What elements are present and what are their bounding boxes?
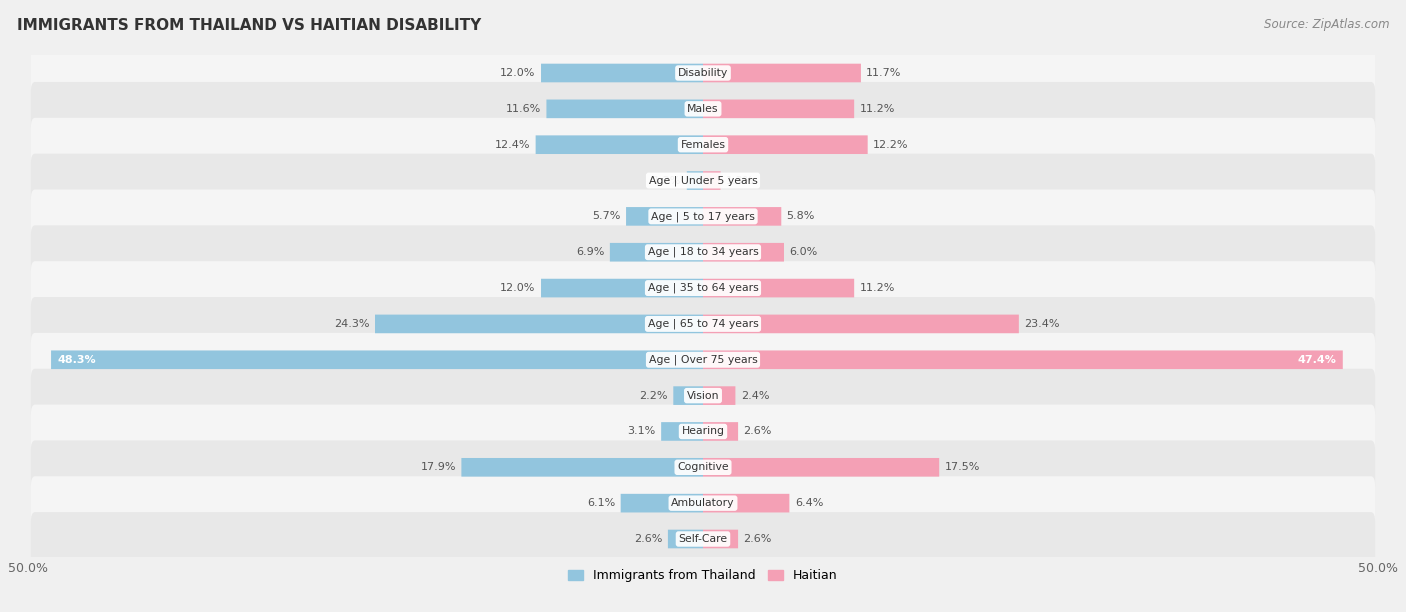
Text: Age | Over 75 years: Age | Over 75 years — [648, 354, 758, 365]
FancyBboxPatch shape — [703, 171, 720, 190]
FancyBboxPatch shape — [626, 207, 703, 226]
Legend: Immigrants from Thailand, Haitian: Immigrants from Thailand, Haitian — [564, 565, 842, 586]
FancyBboxPatch shape — [661, 422, 703, 441]
FancyBboxPatch shape — [620, 494, 703, 512]
Text: 24.3%: 24.3% — [335, 319, 370, 329]
Text: 2.6%: 2.6% — [634, 534, 662, 544]
Text: 2.6%: 2.6% — [744, 427, 772, 436]
FancyBboxPatch shape — [31, 441, 1375, 494]
Text: 5.7%: 5.7% — [592, 211, 620, 222]
FancyBboxPatch shape — [31, 297, 1375, 351]
Text: 48.3%: 48.3% — [58, 355, 97, 365]
Text: 12.0%: 12.0% — [501, 68, 536, 78]
Text: 12.4%: 12.4% — [495, 140, 530, 150]
FancyBboxPatch shape — [610, 243, 703, 261]
Text: 6.1%: 6.1% — [588, 498, 616, 508]
Text: 17.5%: 17.5% — [945, 462, 980, 472]
Text: IMMIGRANTS FROM THAILAND VS HAITIAN DISABILITY: IMMIGRANTS FROM THAILAND VS HAITIAN DISA… — [17, 18, 481, 34]
Text: Vision: Vision — [686, 390, 720, 401]
Text: 2.2%: 2.2% — [640, 390, 668, 401]
Text: 6.4%: 6.4% — [794, 498, 823, 508]
FancyBboxPatch shape — [703, 351, 1343, 369]
Text: Age | 65 to 74 years: Age | 65 to 74 years — [648, 319, 758, 329]
FancyBboxPatch shape — [31, 261, 1375, 315]
FancyBboxPatch shape — [703, 494, 789, 512]
FancyBboxPatch shape — [541, 278, 703, 297]
FancyBboxPatch shape — [31, 333, 1375, 387]
Text: 3.1%: 3.1% — [627, 427, 655, 436]
FancyBboxPatch shape — [703, 135, 868, 154]
Text: 1.2%: 1.2% — [652, 176, 682, 185]
FancyBboxPatch shape — [673, 386, 703, 405]
FancyBboxPatch shape — [31, 82, 1375, 136]
FancyBboxPatch shape — [703, 529, 738, 548]
FancyBboxPatch shape — [31, 476, 1375, 530]
Text: 11.6%: 11.6% — [506, 104, 541, 114]
FancyBboxPatch shape — [703, 64, 860, 83]
FancyBboxPatch shape — [536, 135, 703, 154]
Text: Age | 5 to 17 years: Age | 5 to 17 years — [651, 211, 755, 222]
Text: Females: Females — [681, 140, 725, 150]
FancyBboxPatch shape — [703, 458, 939, 477]
FancyBboxPatch shape — [51, 351, 703, 369]
FancyBboxPatch shape — [31, 225, 1375, 279]
Text: 12.2%: 12.2% — [873, 140, 908, 150]
FancyBboxPatch shape — [686, 171, 703, 190]
Text: Age | 18 to 34 years: Age | 18 to 34 years — [648, 247, 758, 258]
FancyBboxPatch shape — [703, 386, 735, 405]
Text: 11.7%: 11.7% — [866, 68, 901, 78]
Text: Hearing: Hearing — [682, 427, 724, 436]
FancyBboxPatch shape — [461, 458, 703, 477]
FancyBboxPatch shape — [31, 118, 1375, 171]
FancyBboxPatch shape — [668, 529, 703, 548]
Text: 2.4%: 2.4% — [741, 390, 769, 401]
Text: 11.2%: 11.2% — [859, 283, 896, 293]
FancyBboxPatch shape — [31, 368, 1375, 422]
Text: 23.4%: 23.4% — [1024, 319, 1060, 329]
Text: Disability: Disability — [678, 68, 728, 78]
FancyBboxPatch shape — [703, 422, 738, 441]
FancyBboxPatch shape — [703, 278, 855, 297]
FancyBboxPatch shape — [31, 154, 1375, 207]
FancyBboxPatch shape — [375, 315, 703, 334]
FancyBboxPatch shape — [31, 405, 1375, 458]
FancyBboxPatch shape — [547, 100, 703, 118]
Text: Self-Care: Self-Care — [679, 534, 727, 544]
Text: Age | 35 to 64 years: Age | 35 to 64 years — [648, 283, 758, 293]
Text: 2.6%: 2.6% — [744, 534, 772, 544]
Text: Source: ZipAtlas.com: Source: ZipAtlas.com — [1264, 18, 1389, 31]
Text: Males: Males — [688, 104, 718, 114]
Text: Age | Under 5 years: Age | Under 5 years — [648, 175, 758, 186]
FancyBboxPatch shape — [703, 315, 1019, 334]
Text: Cognitive: Cognitive — [678, 462, 728, 472]
Text: 1.3%: 1.3% — [725, 176, 754, 185]
Text: 6.0%: 6.0% — [789, 247, 818, 257]
FancyBboxPatch shape — [31, 512, 1375, 566]
Text: 6.9%: 6.9% — [576, 247, 605, 257]
Text: Ambulatory: Ambulatory — [671, 498, 735, 508]
Text: 47.4%: 47.4% — [1298, 355, 1336, 365]
Text: 12.0%: 12.0% — [501, 283, 536, 293]
FancyBboxPatch shape — [703, 243, 785, 261]
Text: 17.9%: 17.9% — [420, 462, 456, 472]
Text: 11.2%: 11.2% — [859, 104, 896, 114]
FancyBboxPatch shape — [703, 100, 855, 118]
FancyBboxPatch shape — [541, 64, 703, 83]
FancyBboxPatch shape — [31, 190, 1375, 243]
FancyBboxPatch shape — [31, 46, 1375, 100]
FancyBboxPatch shape — [703, 207, 782, 226]
Text: 5.8%: 5.8% — [787, 211, 815, 222]
